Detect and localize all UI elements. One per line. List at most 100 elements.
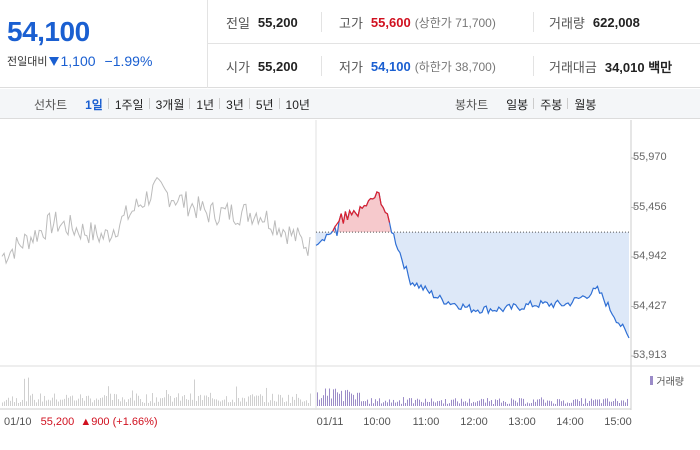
volume-bar (208, 397, 209, 406)
volume-bar (40, 393, 41, 406)
volume-bar (355, 399, 356, 406)
volume-bar (391, 402, 392, 406)
y-tick-label: 54,427 (633, 300, 667, 312)
volume-bar (361, 401, 362, 406)
volume-bar (166, 389, 167, 406)
volume-bar (2, 402, 3, 406)
volume-bar (242, 397, 243, 406)
volume-bar (621, 400, 622, 406)
volume-bar (399, 400, 400, 406)
volume-bar (190, 393, 191, 406)
info-row: 전일 55,200 고가 55,600 (상한가 71,700) 거래량 622… (208, 0, 700, 44)
tab-3-years[interactable]: 3년 (219, 96, 250, 113)
volume-bar (10, 400, 11, 406)
x-tick-label: 15:00 (604, 416, 632, 428)
volume-bar (449, 403, 450, 406)
volume-bar (50, 400, 51, 406)
volume-bar (86, 396, 87, 406)
volume-bar (28, 377, 29, 406)
volume-bar (184, 395, 185, 406)
x-tick-label: 01/11 (316, 416, 344, 428)
volume-bar (609, 401, 610, 406)
volume-bar (206, 395, 207, 406)
volume-bar (110, 393, 111, 406)
tab-10-years[interactable]: 10년 (278, 96, 316, 113)
volume-bar (302, 401, 303, 406)
volume-bar (8, 397, 9, 406)
volume-bar (337, 392, 338, 406)
volume-legend: 거래량 (650, 373, 684, 388)
tab-weekly-candle[interactable]: 주봉 (533, 96, 568, 113)
volume-bar (581, 398, 582, 406)
volume-bar (308, 402, 309, 406)
tab-daily-candle[interactable]: 일봉 (506, 97, 529, 112)
volume-bar (264, 402, 265, 406)
volume-bar (503, 400, 504, 406)
volume-bar (627, 398, 628, 406)
volume-bar (220, 401, 221, 406)
volume-bar (240, 401, 241, 406)
volume-bar (591, 398, 592, 406)
amount-cell: 거래대금 34,010 백만 (549, 44, 672, 88)
upper-limit: (상한가 71,700) (414, 15, 496, 30)
tab-1-day[interactable]: 1일 (85, 97, 103, 112)
volume-bar (186, 399, 187, 406)
volume-bar (182, 396, 183, 406)
chart-canvas (0, 120, 700, 410)
volume-bar (34, 399, 35, 406)
volume-bar (124, 399, 125, 406)
volume-bar (128, 399, 129, 406)
volume-bar (373, 403, 374, 406)
volume-bar (276, 401, 277, 406)
tab-3-months[interactable]: 3개월 (148, 96, 191, 113)
volume-bar (433, 401, 434, 406)
volume-bar (573, 399, 574, 406)
volume-bar (585, 398, 586, 406)
volume-bar (62, 399, 63, 406)
volume-bar (60, 399, 61, 406)
volume-bar (401, 403, 402, 406)
x-tick-label: 12:00 (460, 416, 488, 428)
volume-bar (196, 400, 197, 406)
volume-bar (32, 393, 33, 406)
volume-legend-label: 거래량 (656, 377, 684, 388)
amount-value: 34,010 백만 (604, 59, 673, 75)
intraday-chart: 55,970 55,456 54,942 54,427 53,913 거래량 0… (0, 120, 700, 450)
volume-bar (262, 395, 263, 406)
tab-monthly-candle[interactable]: 월봉 (567, 96, 602, 113)
change-percent: −1.99% (104, 53, 153, 69)
volume-bar (158, 401, 159, 406)
volume-bar (409, 398, 410, 406)
volume-bar (593, 400, 594, 406)
volume-bar (601, 403, 602, 406)
volume-bar (603, 399, 604, 406)
volume-bar (457, 401, 458, 406)
volume-bar (325, 388, 326, 406)
volume-bar (589, 400, 590, 406)
volume-bar (42, 401, 43, 406)
divider (533, 12, 534, 32)
volume-bar (222, 400, 223, 406)
volume-bar (56, 399, 57, 406)
volume-bar (306, 400, 307, 406)
volume-bar (541, 397, 542, 406)
volume-bar (423, 402, 424, 406)
volume-bar (288, 394, 289, 406)
volume-bar (72, 395, 73, 406)
volume-bar (266, 387, 267, 406)
tab-1-year[interactable]: 1년 (189, 96, 220, 113)
low-label: 저가 (339, 59, 363, 75)
volume-bar (619, 402, 620, 406)
volume-bar (339, 393, 340, 406)
tab-1-week[interactable]: 1주일 (107, 96, 150, 113)
volume-bar (623, 400, 624, 406)
volume-bar (431, 398, 432, 406)
tab-5-years[interactable]: 5년 (248, 96, 280, 113)
candle-chart-tabs: 봉차트 일봉 주봉 월봉 (455, 89, 602, 119)
volume-bar (417, 398, 418, 406)
volume-bar (238, 397, 239, 406)
high-cell: 고가 55,600 (상한가 71,700) (339, 0, 496, 44)
volume-bar (455, 398, 456, 406)
change-row: 전일대비 1,100 −1.99% (7, 53, 152, 69)
volume-value: 622,008 (592, 14, 640, 30)
